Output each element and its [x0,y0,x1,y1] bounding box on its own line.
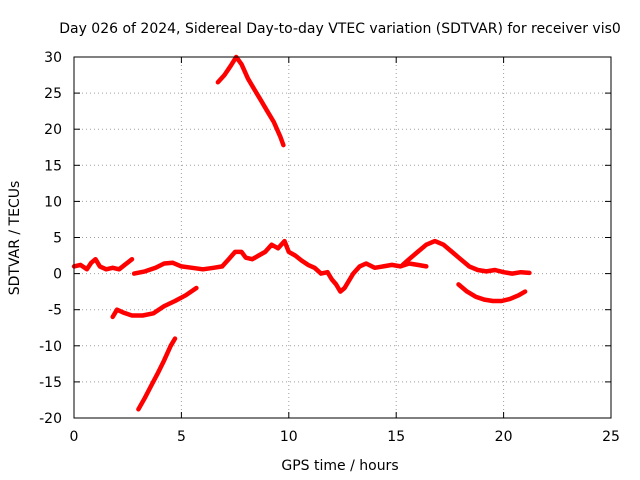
data-series-arc-8 [456,282,528,304]
x-tick-label: 15 [387,429,405,445]
x-tick-label: 10 [280,429,298,445]
data-series-arc-7 [215,54,286,148]
data-series-arc-2 [131,260,225,276]
y-tick-label: 20 [44,122,62,138]
x-tick-label: 20 [495,429,513,445]
x-tick-label: 5 [177,429,186,445]
grid [74,57,611,418]
data-series-arc-5 [110,285,199,320]
data-series-arc-1 [71,256,135,272]
chart-title: Day 026 of 2024, Sidereal Day-to-day VTE… [59,21,621,37]
y-tick-label: -5 [48,303,62,319]
y-tick-label: 5 [53,231,62,247]
y-tick-label: -10 [39,339,62,355]
y-tick-label: -15 [39,375,62,391]
x-tick-label: 25 [602,429,620,445]
y-tick-labels: -20 -15 -10 -5 0 5 10 15 20 25 30 [39,50,62,427]
y-tick-label: 30 [44,50,62,66]
ticks [73,56,612,419]
y-tick-label: 10 [44,194,62,210]
y-tick-label: -20 [39,411,62,427]
data-series-arc-4 [400,238,532,276]
data-series-arc-6 [136,336,178,412]
data-series-arc-3 [219,238,429,294]
data-series-layer [71,54,532,412]
y-tick-label: 15 [44,158,62,174]
y-tick-label: 0 [53,267,62,283]
x-tick-label: 0 [70,429,79,445]
y-axis-title: SDTVAR / TECUs [7,181,23,296]
x-tick-labels: 0 5 10 15 20 25 [70,429,620,445]
x-axis-title: GPS time / hours [281,458,398,474]
y-tick-label: 25 [44,86,62,102]
